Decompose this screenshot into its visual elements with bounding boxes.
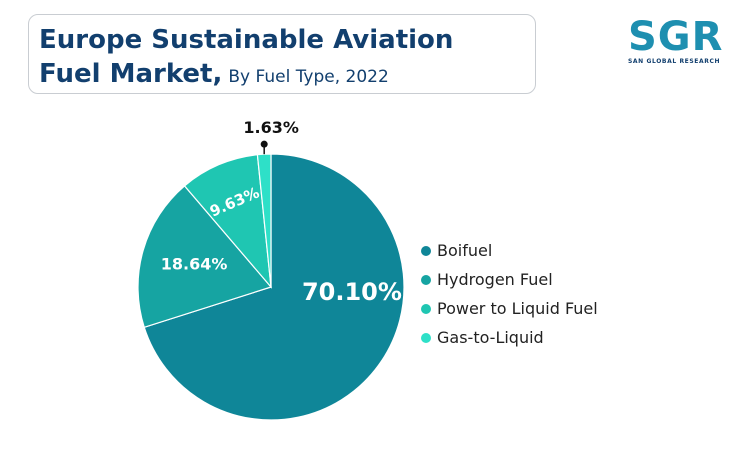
leader-dot-gas-to-liquid <box>260 140 268 148</box>
legend-label-power-to-liquid-fuel: Power to Liquid Fuel <box>437 299 598 318</box>
logo-letters: SGR <box>628 14 724 60</box>
pie-slice-gas-to-liquid <box>256 153 272 288</box>
legend-label-gas-to-liquid: Gas-to-Liquid <box>437 328 544 347</box>
legend-item-boifuel: Boifuel <box>421 236 598 265</box>
logo-subtext: SAN GLOBAL RESEARCH <box>628 58 721 65</box>
chart-subtitle: By Fuel Type, 2022 <box>228 67 389 87</box>
legend-swatch-boifuel <box>421 245 431 256</box>
chart-title-line1: Europe Sustainable Aviation <box>39 25 454 55</box>
legend-label-boifuel: Boifuel <box>437 241 493 260</box>
legend-item-power-to-liquid-fuel: Power to Liquid Fuel <box>421 294 598 323</box>
legend-swatch-power-to-liquid-fuel <box>421 303 431 314</box>
chart-title-main: Fuel Market, <box>39 59 223 89</box>
pie-slice-boifuel <box>143 153 405 421</box>
legend-item-gas-to-liquid: Gas-to-Liquid <box>421 323 598 352</box>
data-label-hydrogen-fuel: 18.64% <box>161 255 228 274</box>
pie-slice-power-to-liquid-fuel <box>183 154 272 289</box>
legend-swatch-hydrogen-fuel <box>421 274 431 285</box>
pie-slice-hydrogen-fuel <box>137 185 273 329</box>
data-label-gas-to-liquid: 1.63% <box>243 118 299 137</box>
data-label-boifuel: 70.10% <box>302 278 402 306</box>
sgr-logo: SGR SAN GLOBAL RESEARCH <box>622 14 722 70</box>
legend-item-hydrogen-fuel: Hydrogen Fuel <box>421 265 598 294</box>
legend-swatch-gas-to-liquid <box>421 332 431 343</box>
title-box: Europe Sustainable Aviation Fuel Market,… <box>28 14 536 94</box>
chart-title-line2: Fuel Market, By Fuel Type, 2022 <box>39 59 389 89</box>
legend-label-hydrogen-fuel: Hydrogen Fuel <box>437 270 553 289</box>
chart-legend: Boifuel Hydrogen Fuel Power to Liquid Fuel… <box>421 236 598 352</box>
